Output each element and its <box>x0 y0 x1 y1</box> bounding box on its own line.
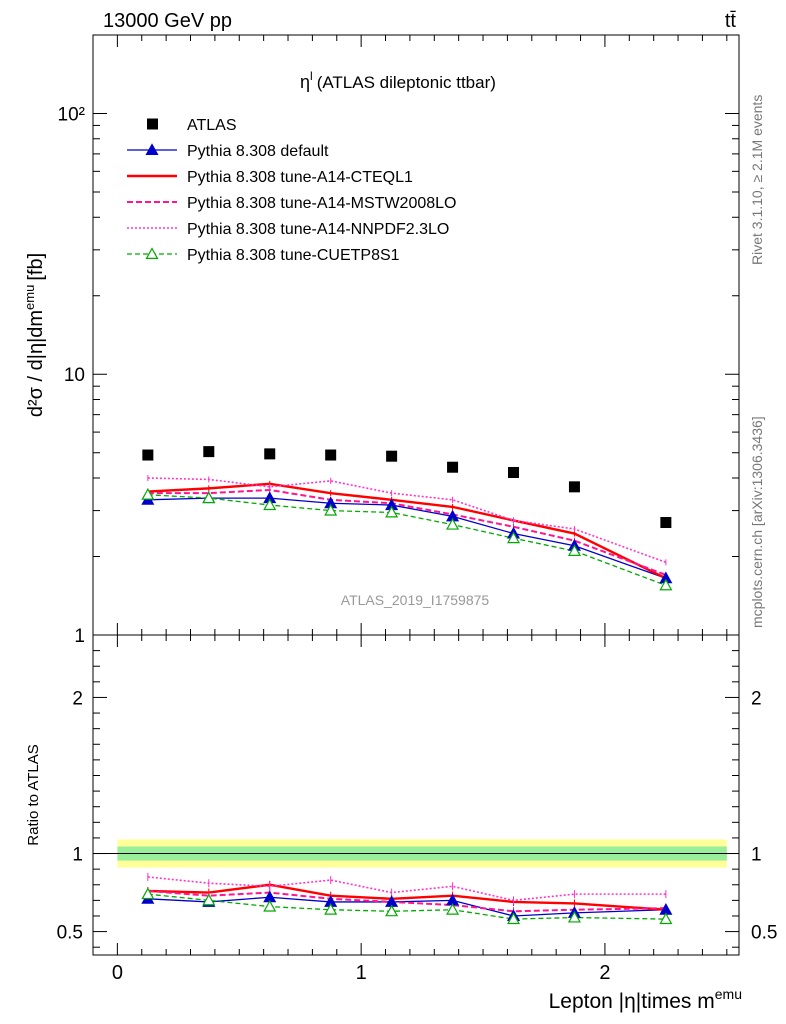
x-axis-label-main: Lepton |η|times m <box>549 990 715 1013</box>
data-point <box>386 450 398 462</box>
ratio-point <box>567 910 581 923</box>
data-point <box>660 517 672 529</box>
ratio-line-0 <box>147 896 666 917</box>
ratio-point <box>141 887 155 900</box>
series-point <box>141 488 155 500</box>
mcplots-label: mcplots.cern.ch [arXiv:1306.3436] <box>749 416 765 628</box>
legend-marker-4 <box>145 247 159 259</box>
data-point <box>568 481 580 493</box>
ratio-tick-label-right: 0.5 <box>751 923 777 944</box>
legend-label-4: Pythia 8.308 tune-CUETP8S1 <box>187 247 400 264</box>
y-axis-label: d²σ / d|η|dmemu [fb] <box>22 253 47 417</box>
ratio-tick-label-left: 0.5 <box>57 923 83 944</box>
ratio-point <box>324 902 338 915</box>
series-point <box>446 517 460 530</box>
series-line-0 <box>147 497 667 579</box>
data-point <box>447 461 459 473</box>
ratio-tick-label-left: 1 <box>72 845 83 866</box>
plot-title-superscript: l <box>310 69 313 83</box>
process-label: tt̄ <box>725 10 737 32</box>
plot-title: ηl (ATLAS dileptonic ttbar) <box>300 69 496 92</box>
series-point <box>202 491 216 504</box>
series-point <box>506 531 521 544</box>
ratio-point <box>446 902 460 915</box>
legend-label-2: Pythia 8.308 tune-A14-MSTW2008LO <box>187 195 456 212</box>
ratio-point <box>263 899 277 912</box>
axis-ticks: 0 1 2 1 10 10² 0.5 0.5 1 1 2 2 <box>57 34 777 984</box>
legend-label-0: Pythia 8.308 default <box>187 143 329 160</box>
series-point <box>385 505 399 518</box>
rivet-version-label: Rivet 3.1.10, ≥ 2.1M events <box>749 95 765 265</box>
ratio-point <box>385 904 399 917</box>
series-line-3 <box>147 477 667 564</box>
y-axis-label-sup: emu <box>22 285 37 310</box>
ratio-point <box>659 912 673 925</box>
y-axis-label-unit: [fb] <box>25 253 47 281</box>
y-axis-label-main: d²σ / d|η|dm <box>25 310 47 417</box>
legend-marker-data <box>147 118 158 130</box>
x-tick-label: 1 <box>356 962 367 984</box>
legend-label-data: ATLAS <box>187 117 237 134</box>
data-point <box>508 466 520 478</box>
x-axis-label: Lepton |η|times memu <box>549 986 742 1013</box>
data-point <box>264 448 276 460</box>
ratio-tick-label-right: 1 <box>751 845 762 866</box>
series-point <box>567 544 581 556</box>
legend-label-1: Pythia 8.308 tune-A14-CTEQL1 <box>187 169 413 186</box>
x-tick-label: 2 <box>599 962 610 984</box>
legend-label-3: Pythia 8.308 tune-A14-NNPDF2.3LO <box>187 221 449 238</box>
ratio-point <box>506 912 521 925</box>
ratio-axis-label: Ratio to ATLAS <box>25 744 42 845</box>
legend-marker-0 <box>145 143 159 155</box>
series-point <box>659 578 673 591</box>
y-tick-label: 10² <box>58 104 85 125</box>
x-tick-label: 0 <box>112 962 123 984</box>
data-points <box>141 446 673 925</box>
collision-label: 13000 GeV pp <box>103 10 232 32</box>
ratio-point <box>202 893 216 906</box>
data-point <box>203 446 215 458</box>
series-point <box>263 498 277 511</box>
legend: ATLAS Pythia 8.308 default Pythia 8.308 tu… <box>127 117 456 264</box>
x-axis-label-sup: emu <box>715 986 742 1002</box>
series-point <box>324 503 338 516</box>
ratio-line-1 <box>147 883 666 911</box>
ratio-tick-label-right: 2 <box>751 688 762 709</box>
data-point <box>142 449 154 461</box>
y-tick-label: 1 <box>74 626 85 647</box>
ratio-tick-label-left: 2 <box>72 688 83 709</box>
y-tick-label: 10 <box>64 365 85 386</box>
plot-title-text: (ATLAS dileptonic ttbar) <box>317 73 496 92</box>
analysis-watermark: ATLAS_2019_I1759875 <box>341 592 490 608</box>
ratio-plot-frame <box>92 634 740 956</box>
data-point <box>325 449 337 461</box>
ratio-uncertainty-bands <box>93 839 739 868</box>
plot-title-symbol: η <box>300 72 310 92</box>
